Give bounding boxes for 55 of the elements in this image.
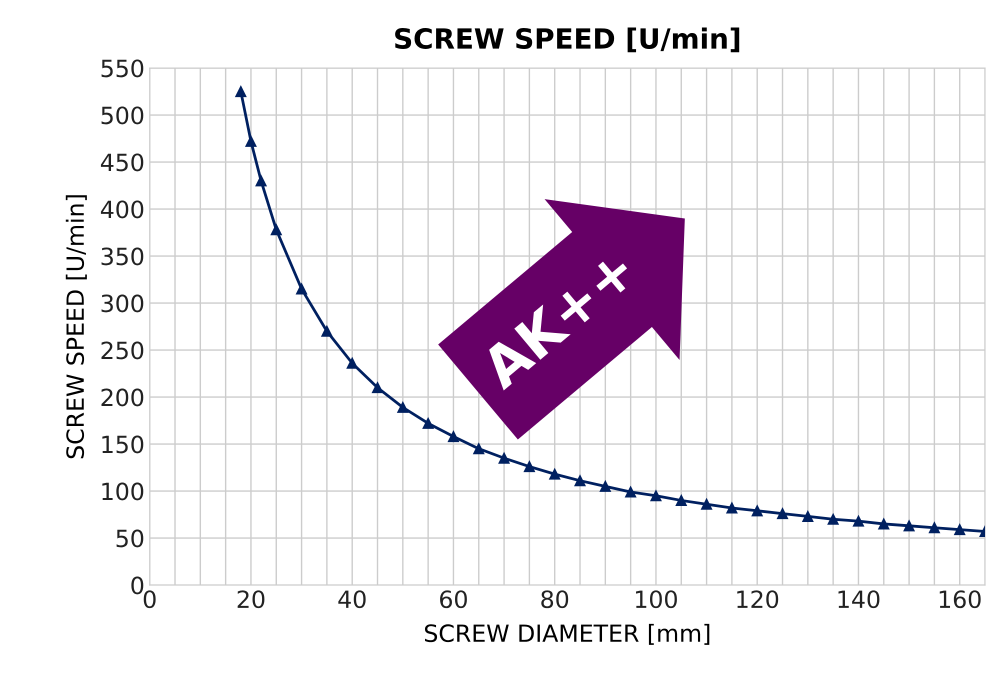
point [256,175,267,186]
point [397,402,408,413]
point [498,452,510,464]
point [928,522,940,534]
y-tick-label: 100 [102,482,144,500]
y-tick-label: 250 [102,341,144,360]
point [524,461,535,472]
y-tick-label: 450 [100,153,144,172]
point [296,283,308,294]
point [321,326,332,337]
y-tick-label: 550 [102,59,144,78]
point [574,475,586,486]
point [235,86,246,98]
point [270,224,282,236]
point [828,514,839,525]
x-tick-label: 80 [541,590,568,608]
chart-title: SCREW SPEED [U/min] [395,27,740,52]
point [448,430,460,442]
y-tick-label: 500 [102,106,144,124]
point [878,518,890,530]
point [650,490,662,502]
x-tick-label: 60 [440,590,467,608]
y-tick-label: 300 [102,294,144,312]
y-tick-label: 200 [102,388,144,406]
point [372,382,384,394]
point [422,418,434,429]
y-tick-label: 350 [102,247,144,266]
x-tick-label: 40 [338,590,366,608]
x-tick-label: 0 [144,590,156,608]
point [625,486,636,498]
point [549,468,560,480]
x-tick-label: 20 [238,590,264,608]
y-tick-label: 50 [116,529,144,548]
point [245,136,257,147]
y-tick-label: 0 [131,576,144,594]
point [776,508,788,520]
point [701,498,712,510]
point [726,502,738,514]
x-axis-title: SCREW DIAMETER [mm] [424,624,710,645]
x-tick-label: 160 [940,590,981,608]
y-tick-label: 150 [102,435,144,454]
y-tick-label: 400 [100,200,144,218]
point [954,524,966,536]
point [752,505,763,516]
y-axis-title: SCREW SPEED [U/min] [66,195,87,458]
point [676,494,687,506]
point [904,520,915,532]
point [852,516,864,527]
x-tick-label: 120 [737,590,778,608]
point [473,443,484,454]
point [600,480,611,492]
point [346,358,358,369]
x-tick-label: 100 [636,590,677,608]
x-tick-label: 140 [838,590,880,608]
point [802,510,814,522]
